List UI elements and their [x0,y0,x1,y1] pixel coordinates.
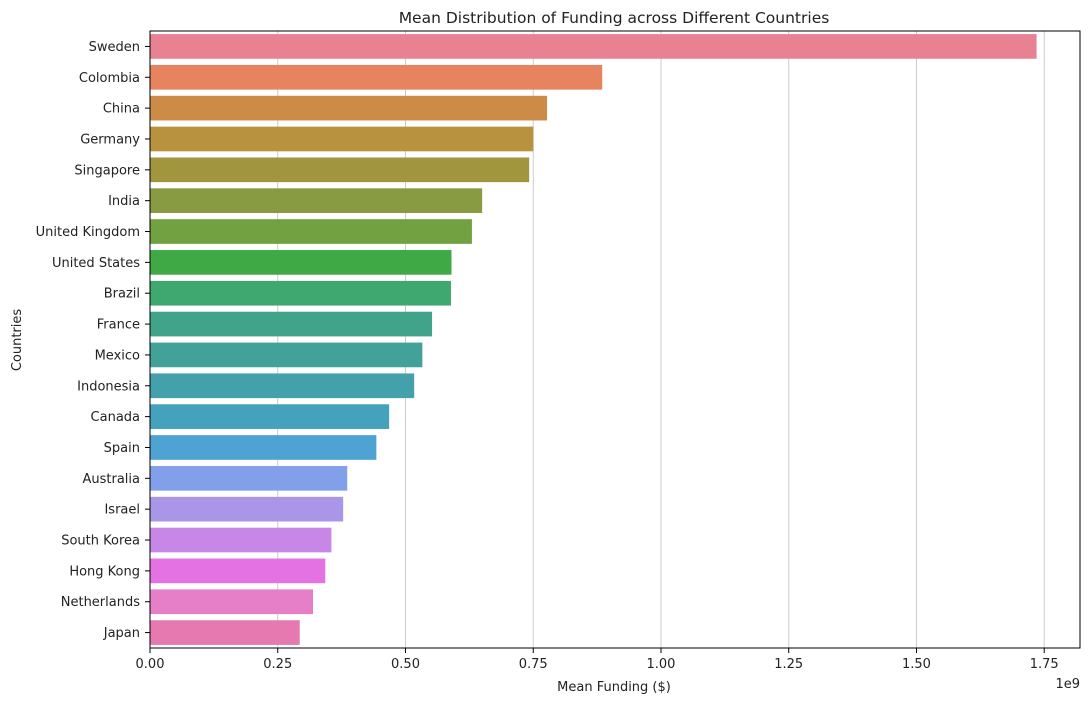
bar [150,95,548,121]
bar [150,342,423,368]
y-tick-label: Brazil [104,287,140,302]
x-tick-label: 1.25 [774,657,803,672]
y-tick-label: Sweden [89,40,140,55]
bar [150,589,314,615]
bar [150,219,472,244]
plot-frame [149,30,1081,649]
y-tick-label: India [108,194,140,209]
chart-title: Mean Distribution of Funding across Diff… [399,9,830,27]
bar [150,311,433,337]
x-tick-label: 0.25 [263,657,292,672]
y-tick-label: Germany [80,132,140,147]
bar [150,34,1037,59]
x-tick-label: 0.00 [136,657,165,672]
bar [150,250,452,275]
x-tick-label: 1.50 [902,657,931,672]
y-tick-label: Netherlands [61,595,140,610]
y-tick-label: Israel [104,503,140,518]
bar [150,280,451,306]
bar [150,157,530,183]
y-axis-label: Countries [10,309,25,372]
x-tick-label: 0.50 [391,657,420,672]
bar [150,620,300,645]
y-tick-label: France [97,318,140,333]
y-tick-label: Singapore [74,163,140,178]
x-axis-scale-label: 1e9 [1055,677,1080,692]
x-gridlines [149,31,1045,648]
x-axis: 0.00 0.25 0.50 0.75 1.00 1.25 1.50 1.75 [136,648,1059,672]
y-tick-label: Indonesia [77,379,140,394]
y-tick-label: Colombia [79,71,140,86]
bar [150,558,326,584]
y-tick-label: Canada [91,410,140,425]
x-axis-label: Mean Funding ($) [557,680,671,695]
bar [150,373,415,399]
bar [150,496,344,522]
x-tick-label: 0.75 [519,657,548,672]
bar [150,465,348,491]
x-tick-label: 1.00 [647,657,676,672]
x-tick-label: 1.75 [1030,657,1059,672]
bar [150,527,332,553]
bar [150,435,377,460]
bar [150,188,483,214]
bars [150,34,1037,645]
bar [150,126,534,152]
y-tick-label: Japan [103,626,140,641]
y-tick-label: Mexico [95,348,140,363]
y-tick-label: Australia [82,472,140,487]
y-tick-label: China [103,102,140,117]
y-tick-label: South Korea [61,534,140,549]
bar [150,404,390,429]
bar [150,64,603,90]
y-tick-label: Hong Kong [69,564,140,579]
y-tick-label: Spain [104,441,140,456]
y-tick-label: United Kingdom [36,225,140,240]
y-axis: Sweden Colombia China Germany Singapore India… [36,40,150,641]
y-tick-label: United States [52,256,140,271]
